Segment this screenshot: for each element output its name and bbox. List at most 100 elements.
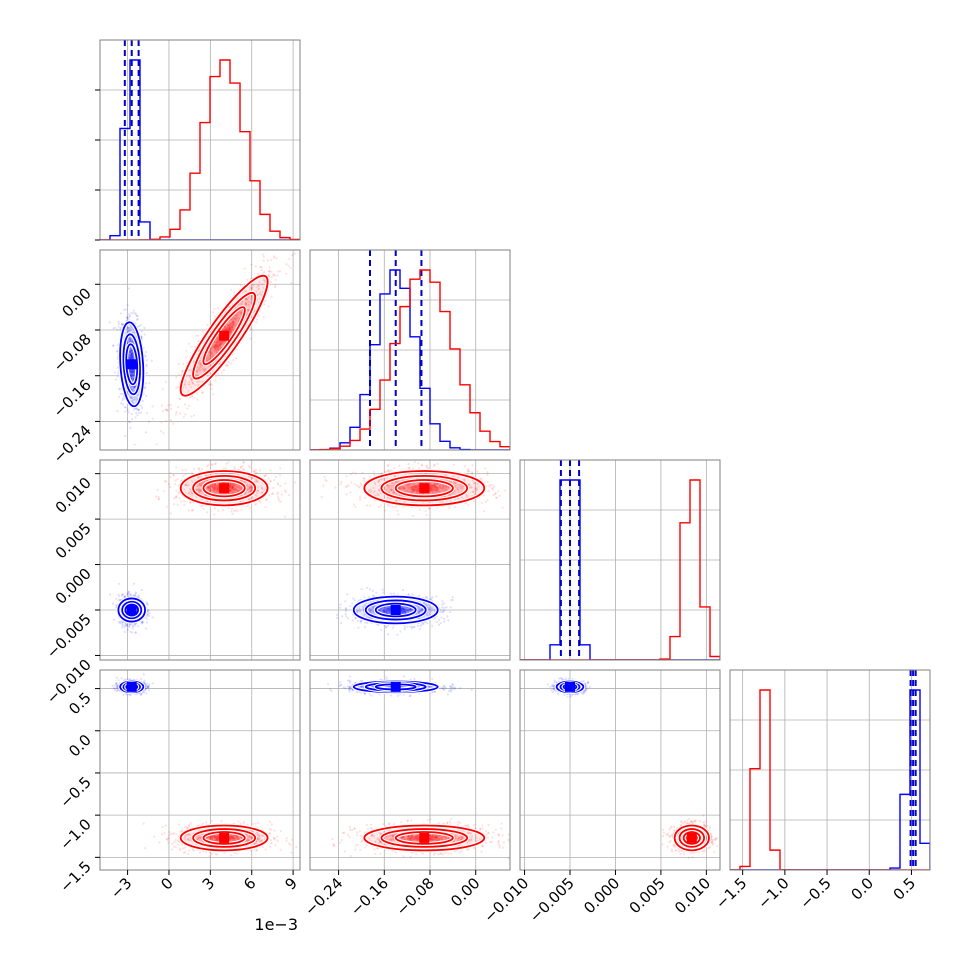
scatter-point xyxy=(145,395,147,397)
scatter-point xyxy=(191,415,193,417)
scatter-point xyxy=(414,461,416,463)
scatter-point xyxy=(278,500,280,502)
scatter-point xyxy=(246,279,248,281)
scatter-point xyxy=(129,594,131,596)
scatter-point xyxy=(121,594,123,596)
scatter-point xyxy=(132,594,134,596)
scatter-point xyxy=(275,279,277,281)
scatter-point xyxy=(144,454,146,456)
scatter-point xyxy=(273,479,275,481)
scatter-point xyxy=(122,403,124,405)
density-peak xyxy=(127,605,137,615)
scatter-point xyxy=(272,493,274,495)
scatter-point xyxy=(182,475,184,477)
scatter-point xyxy=(145,431,147,433)
scatter-point xyxy=(346,593,348,595)
panel-0-1 xyxy=(100,240,300,457)
scatter-point xyxy=(340,481,342,483)
scatter-point xyxy=(175,411,177,413)
scatter-point xyxy=(135,592,137,594)
scatter-point xyxy=(268,266,270,268)
scatter-point xyxy=(115,598,117,600)
scatter-point xyxy=(114,327,116,329)
scatter-point xyxy=(255,321,257,323)
scatter-point xyxy=(118,621,120,623)
scatter-point xyxy=(441,611,443,613)
scatter-point xyxy=(193,397,195,399)
scatter-point xyxy=(178,497,180,499)
scatter-point xyxy=(223,369,225,371)
scatter-point xyxy=(170,404,172,406)
scatter-point xyxy=(116,329,118,331)
scatter-point xyxy=(285,263,287,265)
scatter-point xyxy=(284,489,286,491)
scatter-point xyxy=(267,259,269,261)
scatter-point xyxy=(256,319,258,321)
scatter-point xyxy=(124,410,126,412)
scatter-point xyxy=(278,498,280,500)
scatter-point xyxy=(228,361,230,363)
scatter-point xyxy=(326,480,328,482)
scatter-point xyxy=(395,506,397,508)
scatter-point xyxy=(235,357,237,359)
scatter-point xyxy=(131,418,133,420)
scatter-point xyxy=(211,388,213,390)
scatter-point xyxy=(135,412,137,414)
scatter-point xyxy=(144,333,146,335)
scatter-point xyxy=(493,485,495,487)
scatter-point xyxy=(118,325,120,327)
scatter-point xyxy=(259,501,261,503)
scatter-point xyxy=(114,371,116,373)
scatter-point xyxy=(162,432,164,434)
scatter-point xyxy=(263,303,265,305)
scatter-point xyxy=(134,624,136,626)
scatter-point xyxy=(226,463,228,465)
scatter-point xyxy=(162,388,164,390)
scatter-point xyxy=(240,466,242,468)
scatter-point xyxy=(160,421,162,423)
scatter-point xyxy=(213,513,215,515)
scatter-point xyxy=(352,471,354,473)
scatter-point xyxy=(140,412,142,414)
scatter-point xyxy=(352,619,354,621)
scatter-point xyxy=(151,405,153,407)
scatter-point xyxy=(290,267,292,269)
scatter-point xyxy=(411,627,413,629)
scatter-point xyxy=(146,621,148,623)
scatter-point xyxy=(170,512,172,514)
scatter-point xyxy=(385,626,387,628)
scatter-point xyxy=(253,470,255,472)
scatter-point xyxy=(452,596,454,598)
scatter-point xyxy=(118,595,120,597)
scatter-point xyxy=(206,324,208,326)
scatter-point xyxy=(269,480,271,482)
scatter-point xyxy=(363,480,365,482)
scatter-point xyxy=(393,592,395,594)
scatter-point xyxy=(124,435,126,437)
scatter-point xyxy=(274,286,276,288)
scatter-point xyxy=(128,287,130,289)
scatter-point xyxy=(245,506,247,508)
scatter-point xyxy=(352,597,354,599)
scatter-point xyxy=(120,402,122,404)
scatter-point xyxy=(169,472,171,474)
scatter-point xyxy=(183,500,185,502)
scatter-point xyxy=(411,593,413,595)
scatter-point xyxy=(344,600,346,602)
scatter-point xyxy=(372,595,374,597)
scatter-point xyxy=(177,406,179,408)
scatter-point xyxy=(477,470,479,472)
scatter-point xyxy=(134,416,136,418)
density-peak xyxy=(219,483,229,493)
scatter-point xyxy=(353,503,355,505)
scatter-point xyxy=(179,398,181,400)
scatter-point xyxy=(142,400,144,402)
scatter-point xyxy=(294,253,296,255)
scatter-point xyxy=(183,504,185,506)
scatter-point xyxy=(372,590,374,592)
scatter-point xyxy=(141,330,143,332)
scatter-point xyxy=(146,365,148,367)
scatter-point xyxy=(130,312,132,314)
scatter-point xyxy=(270,259,272,261)
scatter-point xyxy=(291,254,293,256)
